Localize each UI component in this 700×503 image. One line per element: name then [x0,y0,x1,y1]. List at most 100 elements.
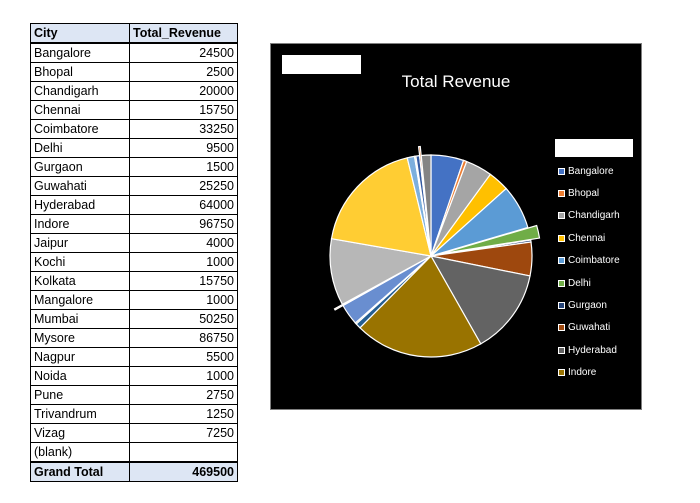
table-row: Pune 2750 [30,385,238,405]
legend-swatch [558,167,565,175]
grand-total-row: Grand Total 469500 [30,461,238,482]
revenue-cell[interactable]: 96750 [129,214,238,234]
city-cell[interactable]: Indore [30,214,130,234]
pivot-body: Bangalore 24500 Bhopal 2500 Chandigarh 20000 C… [30,42,238,463]
city-cell[interactable]: Gurgaon [30,157,130,177]
city-cell[interactable]: Chennai [30,100,130,120]
city-cell[interactable]: Mysore [30,328,130,348]
header-total-revenue[interactable]: Total_Revenue [129,23,238,44]
grand-total-value[interactable]: 469500 [129,461,238,482]
legend-swatch [558,257,565,265]
city-cell[interactable]: Bangalore [30,42,130,63]
legend-item[interactable]: Gurgaon [558,294,620,316]
city-cell[interactable]: Hyderabad [30,195,130,215]
legend-item[interactable]: Bhopal [558,182,620,204]
city-cell[interactable]: Noida [30,366,130,386]
revenue-cell[interactable]: 1500 [129,157,238,177]
city-cell[interactable]: Pune [30,385,130,405]
pie-slice-hyderabad[interactable] [429,255,531,345]
revenue-cell[interactable]: 9500 [129,138,238,158]
city-cell[interactable]: Vizag [30,423,130,443]
revenue-cell[interactable]: 1250 [129,404,238,424]
revenue-cell[interactable]: 50250 [129,309,238,329]
pie-slice-mumbai[interactable] [329,237,433,306]
revenue-cell[interactable]: 33250 [129,119,238,139]
legend-label: Chennai [568,232,606,244]
legend-item[interactable]: Coimbatore [558,250,620,272]
table-row: Vizag 7250 [30,423,238,443]
revenue-cell[interactable]: 15750 [129,271,238,291]
legend-item[interactable]: Bangalore [558,160,620,182]
pie-slice-mysore[interactable] [330,157,432,257]
city-cell[interactable]: Delhi [30,138,130,158]
table-row: Bangalore 24500 [30,42,238,63]
table-row: Gurgaon 1500 [30,157,238,177]
city-cell[interactable]: Kochi [30,252,130,272]
city-cell[interactable]: Chandigarh [30,81,130,101]
table-row: Hyderabad 64000 [30,195,238,215]
legend-swatch [558,212,565,220]
legend-label: Bhopal [568,188,600,200]
legend-swatch [558,324,565,332]
legend-field-button[interactable] [555,139,633,157]
revenue-cell[interactable]: 1000 [129,252,238,272]
legend-item[interactable]: Hyderabad [558,339,620,361]
revenue-cell[interactable]: 15750 [129,100,238,120]
pie-slice-coimbatore[interactable] [430,187,529,257]
revenue-cell[interactable]: 4000 [129,233,238,253]
revenue-cell[interactable]: 7250 [129,423,238,443]
legend-swatch [558,234,565,242]
revenue-cell[interactable]: 20000 [129,81,238,101]
chart-field-button[interactable] [282,55,361,74]
legend-item[interactable]: Indore [558,362,620,384]
pie-slice-delhi[interactable] [439,224,541,255]
legend-label: Indore [568,367,597,379]
table-row: Nagpur 5500 [30,347,238,367]
table-row: Bhopal 2500 [30,62,238,82]
legend-label: Hyderabad [568,344,617,356]
pie-slice-indore[interactable] [359,255,482,358]
city-cell[interactable]: Coimbatore [30,119,130,139]
chart-title: Total Revenue [401,72,511,91]
legend-swatch [558,279,565,287]
revenue-cell[interactable]: 1000 [129,366,238,386]
legend-swatch [558,190,565,198]
city-cell[interactable]: Bhopal [30,62,130,82]
legend-item[interactable]: Chandigarh [558,205,620,227]
city-cell[interactable]: Trivandrum [30,404,130,424]
city-cell[interactable]: Kolkata [30,271,130,291]
legend-item[interactable]: Guwahati [558,317,620,339]
legend-item[interactable]: Delhi [558,272,620,294]
pie-slice-vizag[interactable] [420,154,432,257]
revenue-cell[interactable]: 86750 [129,328,238,348]
revenue-cell[interactable]: 64000 [129,195,238,215]
grand-total-label[interactable]: Grand Total [30,461,130,482]
city-cell[interactable]: Nagpur [30,347,130,367]
revenue-cell[interactable]: 2500 [129,62,238,82]
legend-label: Gurgaon [568,300,607,312]
table-row: Chandigarh 20000 [30,81,238,101]
legend-label: Guwahati [568,322,611,334]
revenue-cell[interactable]: 5500 [129,347,238,367]
revenue-cell[interactable]: 25250 [129,176,238,196]
revenue-cell[interactable] [129,442,238,463]
table-row: Kolkata 15750 [30,271,238,291]
table-row: Coimbatore 33250 [30,119,238,139]
table-row: Jaipur 4000 [30,233,238,253]
city-cell[interactable]: Guwahati [30,176,130,196]
legend-swatch [558,346,565,354]
revenue-cell[interactable]: 24500 [129,42,238,63]
pivot-header-row: City Total_Revenue [30,23,238,44]
city-cell[interactable]: Mangalore [30,290,130,310]
city-cell[interactable]: Mumbai [30,309,130,329]
revenue-cell[interactable]: 2750 [129,385,238,405]
pie-chart[interactable]: Total Revenue Bangalore Bhopal Chandigarh C… [270,43,642,410]
city-cell[interactable]: Jaipur [30,233,130,253]
legend-item[interactable]: Chennai [558,227,620,249]
table-row: Delhi 9500 [30,138,238,158]
city-cell[interactable]: (blank) [30,442,130,463]
revenue-cell[interactable]: 1000 [129,290,238,310]
table-row: Mysore 86750 [30,328,238,348]
header-city[interactable]: City [30,23,130,44]
table-row: Guwahati 25250 [30,176,238,196]
